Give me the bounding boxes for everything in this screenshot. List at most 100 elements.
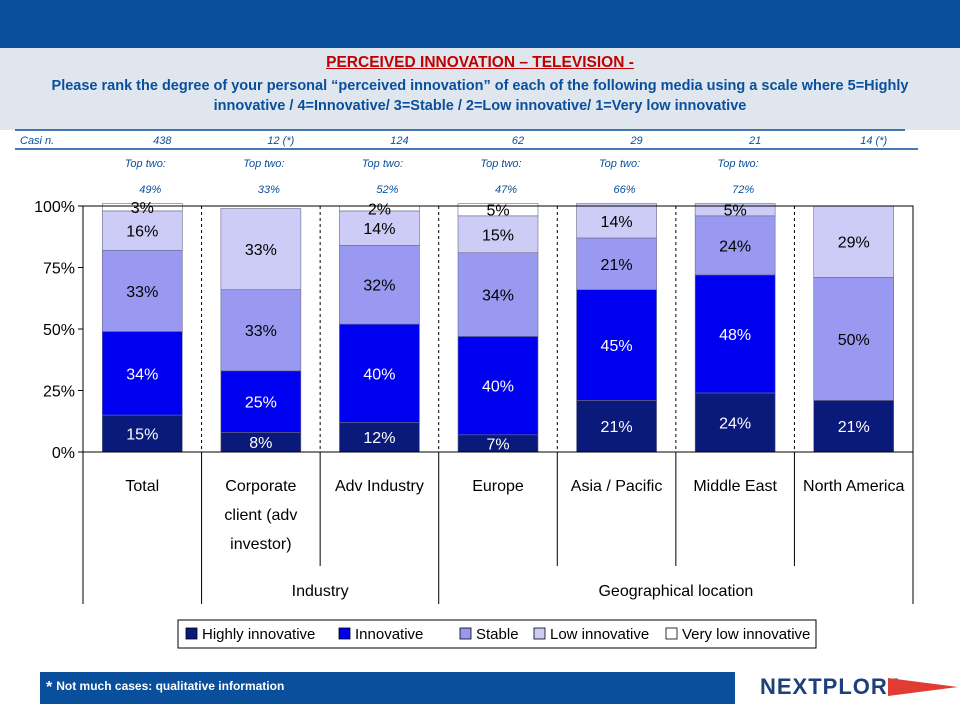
page-title: PERCEIVED INNOVATION – TELEVISION - (326, 54, 634, 71)
category-label: Middle East (693, 478, 777, 495)
category-label: Asia / Pacific (571, 478, 663, 495)
top-two-value: 47% (495, 184, 517, 196)
legend-swatch (338, 627, 351, 640)
data-label: 45% (601, 338, 633, 355)
legend-box (177, 619, 817, 649)
data-label: 16% (126, 224, 158, 241)
bar-segment (339, 210, 420, 246)
data-label: 33% (126, 284, 158, 301)
bar-segment (220, 208, 302, 290)
category-label: client (adv (224, 507, 297, 524)
y-tick-label: 100% (34, 199, 75, 216)
data-label: 50% (838, 332, 870, 349)
top-two-value: 52% (376, 184, 398, 196)
bar-segment (813, 205, 895, 278)
stacked-bar-chart: Casi n. 438 12 (*) 124 62 29 21 14 (*) Top two: 4… (15, 129, 918, 649)
header-band (0, 48, 960, 130)
data-label: 40% (482, 379, 514, 396)
top-two-label: Top two: (243, 158, 284, 170)
bar-segment (457, 252, 539, 337)
bar-segment (457, 203, 539, 217)
legend-swatch (185, 627, 198, 640)
data-label: 3% (131, 200, 154, 217)
group-label: Industry (292, 583, 349, 600)
category-label: Adv Industry (335, 478, 424, 495)
data-label: 33% (245, 242, 277, 259)
cases-value: 14 (*) (860, 135, 887, 147)
data-label: 25% (245, 395, 277, 412)
data-label: 21% (601, 257, 633, 274)
cases-value: 124 (390, 135, 408, 147)
legend-swatch (533, 627, 546, 640)
cases-value: 438 (153, 135, 172, 147)
data-label: 29% (838, 235, 870, 252)
legend-label: Very low innovative (682, 626, 810, 643)
top-two-label: Top two: (718, 158, 759, 170)
data-label: 33% (245, 323, 277, 340)
bar-segment (576, 203, 657, 239)
bar-segment (576, 289, 657, 401)
data-label: 7% (486, 436, 509, 453)
data-label: 2% (368, 201, 391, 218)
cases-value: 62 (512, 135, 524, 147)
legend-swatch (459, 627, 472, 640)
legend-label: Innovative (355, 626, 423, 643)
bar-segment (339, 323, 420, 423)
footer-note: * Not much cases: qualitative information (40, 672, 735, 704)
data-label: 14% (601, 214, 633, 231)
y-tick-label: 25% (43, 384, 75, 401)
data-label: 40% (363, 366, 395, 383)
top-two-label: Top two: (480, 158, 521, 170)
legend-label: Stable (476, 626, 519, 643)
bar-segment (101, 203, 183, 212)
data-label: 21% (838, 419, 870, 436)
bar-segment (101, 210, 183, 251)
bar-segment (220, 370, 302, 433)
top-two-label: Top two: (362, 158, 403, 170)
legend-label: Low innovative (550, 626, 649, 643)
cases-value: 21 (748, 135, 761, 147)
y-tick-label: 75% (43, 261, 75, 278)
nextplora-logo: NEXTPLORA (760, 674, 960, 700)
data-label: 24% (719, 238, 751, 255)
bar-segment (694, 203, 776, 217)
top-two-value: 66% (614, 184, 636, 196)
data-label: 8% (249, 435, 272, 452)
data-label: 5% (486, 203, 509, 220)
bar-segment (220, 289, 302, 372)
group-label: Geographical location (598, 583, 753, 600)
footer-note-text: Not much cases: qualitative information (56, 679, 285, 693)
bar-segment (339, 245, 420, 325)
top-two-value: 49% (139, 184, 161, 196)
top-two-value: 33% (258, 184, 280, 196)
footer-star: * (46, 679, 53, 696)
data-label: 21% (601, 419, 633, 436)
bar-segment (694, 392, 776, 453)
category-label: Total (125, 478, 159, 495)
cases-value: 12 (*) (267, 135, 294, 147)
bar-segment (576, 237, 657, 290)
data-label: 12% (363, 430, 395, 447)
cases-value: 29 (629, 135, 642, 147)
data-label: 5% (724, 203, 747, 220)
category-label: North America (803, 478, 904, 495)
bar-segment (339, 422, 420, 453)
cases-label: Casi n. (20, 135, 54, 147)
category-label: Europe (472, 478, 524, 495)
top-two-label: Top two: (599, 158, 640, 170)
bar-segment (457, 336, 539, 436)
top-banner (0, 0, 960, 48)
y-tick-label: 50% (43, 322, 75, 339)
category-label: Corporate (225, 478, 296, 495)
page-subtitle: Please rank the degree of your personal … (51, 78, 909, 114)
plot-frame (82, 205, 914, 453)
top-two-value: 72% (732, 184, 754, 196)
bar-segment (813, 400, 895, 453)
logo-text: NEXTPLORA (760, 674, 905, 699)
data-label: 32% (363, 278, 395, 295)
legend-swatch (665, 627, 678, 640)
data-label: 24% (719, 415, 751, 432)
category-label: investor) (230, 536, 291, 553)
data-label: 15% (126, 427, 158, 444)
bar-segment (694, 274, 776, 394)
